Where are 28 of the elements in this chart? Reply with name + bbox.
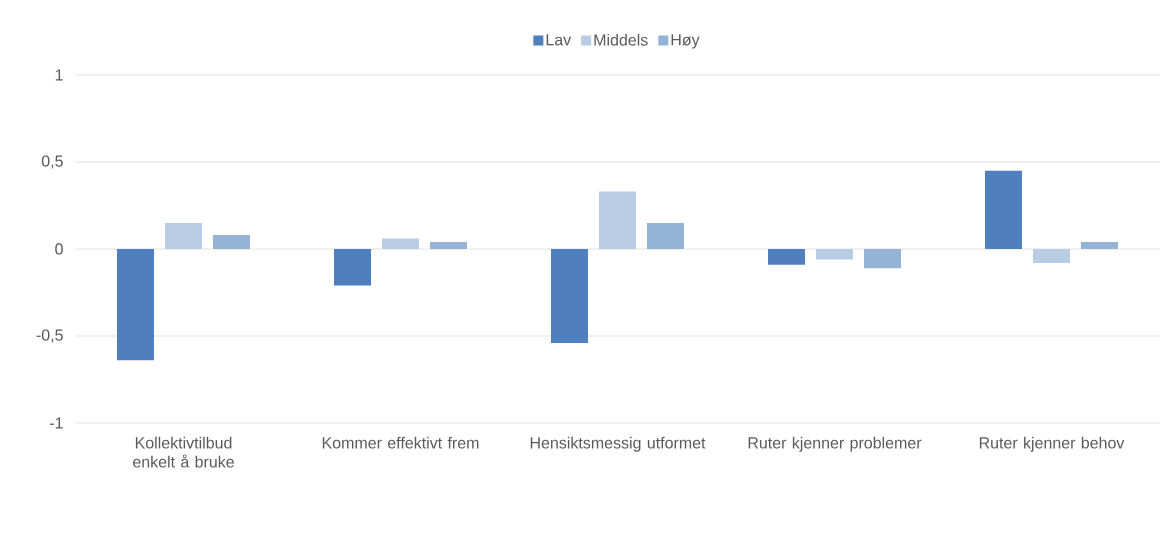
bar [165,222,203,249]
bar [1080,242,1118,249]
x-tick-label: Kollektivtilbud enkelt å bruke [133,436,234,468]
bar [646,222,684,249]
bar [599,191,636,249]
bar [382,238,419,249]
bar [213,235,251,249]
bar [863,248,901,269]
y-tick-label: 1 [55,69,63,81]
x-tick-label: Ruter kjenner behov [979,436,1125,452]
x-tick-label: Kommer effektivt frem [322,436,479,449]
bar [984,170,1022,249]
y-tick-label: -1 [49,417,63,429]
bar [767,248,805,265]
legend-label: Lav [546,34,572,46]
x-tick-label: Ruter kjenner problemer [748,436,922,452]
bar [430,242,467,249]
legend-label: Høy [671,34,700,49]
bar [551,248,588,343]
y-tick-label: 0,5 [41,155,63,169]
y-tick-label: -0,5 [36,329,63,343]
bar [815,248,853,260]
x-tick-label: Hensiktsmessig utformet [530,436,706,452]
y-tick-label: 0 [55,243,63,255]
legend-label: Middels [594,33,648,46]
bar [117,248,155,361]
bar [1032,248,1070,263]
bar [334,248,371,286]
